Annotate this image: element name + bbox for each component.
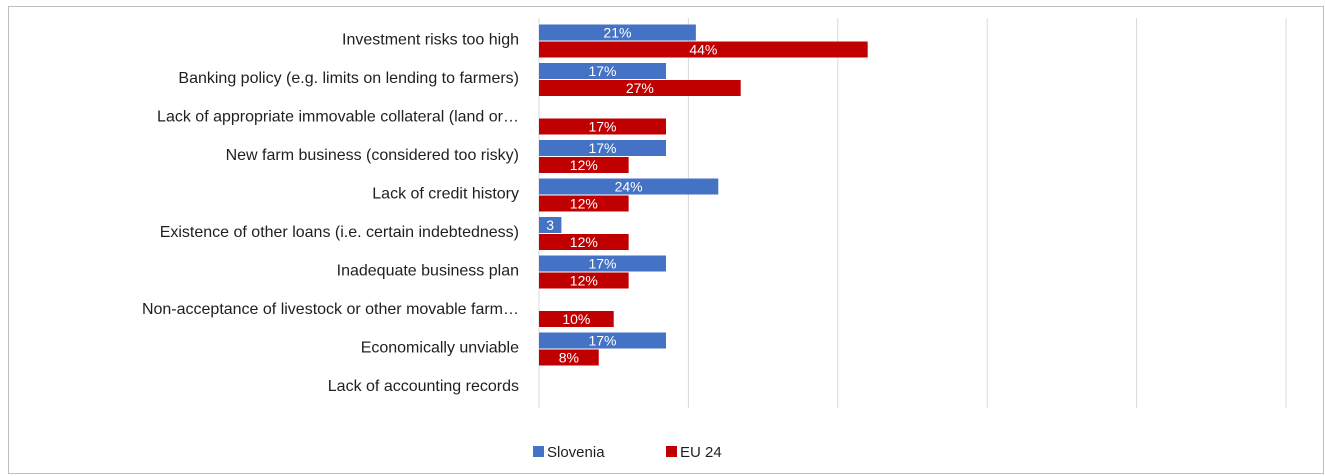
bar-eu24	[539, 234, 629, 250]
bar-eu24	[539, 80, 741, 96]
bar-eu24	[539, 349, 599, 366]
data-label: 8%	[559, 350, 579, 366]
bar-slovenia	[539, 178, 719, 195]
bar-eu24	[539, 118, 666, 135]
bar-slovenia	[539, 24, 696, 41]
bars: 21%17%17%24%317%17%44%27%17%12%12%12%12%…	[539, 24, 868, 366]
data-label: 24%	[615, 179, 643, 195]
legend-label: EU 24	[680, 444, 722, 461]
bar-eu24	[539, 157, 629, 173]
data-label: 17%	[588, 333, 616, 349]
category-label: New farm business (considered too risky)	[226, 147, 519, 164]
data-label: 17%	[588, 63, 616, 79]
legend-swatch	[666, 446, 677, 457]
data-label: 27%	[626, 80, 654, 96]
category-label: Lack of accounting records	[328, 378, 519, 395]
data-label: 17%	[588, 256, 616, 272]
data-label: 3	[546, 217, 554, 233]
bar-eu24	[539, 272, 629, 289]
legend-swatch	[533, 446, 544, 457]
data-label: 12%	[570, 234, 598, 250]
data-label: 17%	[588, 119, 616, 135]
category-labels: Investment risks too high Banking policy …	[142, 32, 519, 396]
data-label: 21%	[603, 25, 631, 41]
category-label: Lack of appropriate immovable collateral…	[157, 109, 519, 126]
data-label: 12%	[570, 196, 598, 212]
data-label: 17%	[588, 140, 616, 156]
bar-slovenia	[539, 140, 666, 156]
category-label: Economically unviable	[361, 340, 519, 357]
category-label: Non-acceptance of livestock or other mov…	[142, 301, 519, 318]
bar-slovenia	[539, 255, 666, 272]
category-label: Lack of credit history	[372, 186, 519, 203]
bar-slovenia	[539, 63, 666, 79]
category-label: Inadequate business plan	[337, 263, 519, 280]
bar-slovenia	[539, 332, 666, 349]
legend-label: Slovenia	[547, 444, 605, 461]
category-label: Banking policy (e.g. limits on lending t…	[178, 70, 519, 87]
data-label: 44%	[689, 42, 717, 58]
legend: Slovenia EU 24	[533, 444, 722, 461]
bar-eu24	[539, 311, 614, 327]
data-label: 12%	[570, 157, 598, 173]
data-label: 12%	[570, 273, 598, 289]
bar-slovenia	[539, 217, 562, 233]
data-label: 10%	[562, 311, 590, 327]
chart-frame	[8, 6, 1324, 474]
bar-eu24	[539, 195, 629, 212]
bar-eu24	[539, 41, 868, 58]
category-label: Existence of other loans (i.e. certain i…	[160, 224, 519, 241]
category-label: Investment risks too high	[342, 32, 519, 49]
